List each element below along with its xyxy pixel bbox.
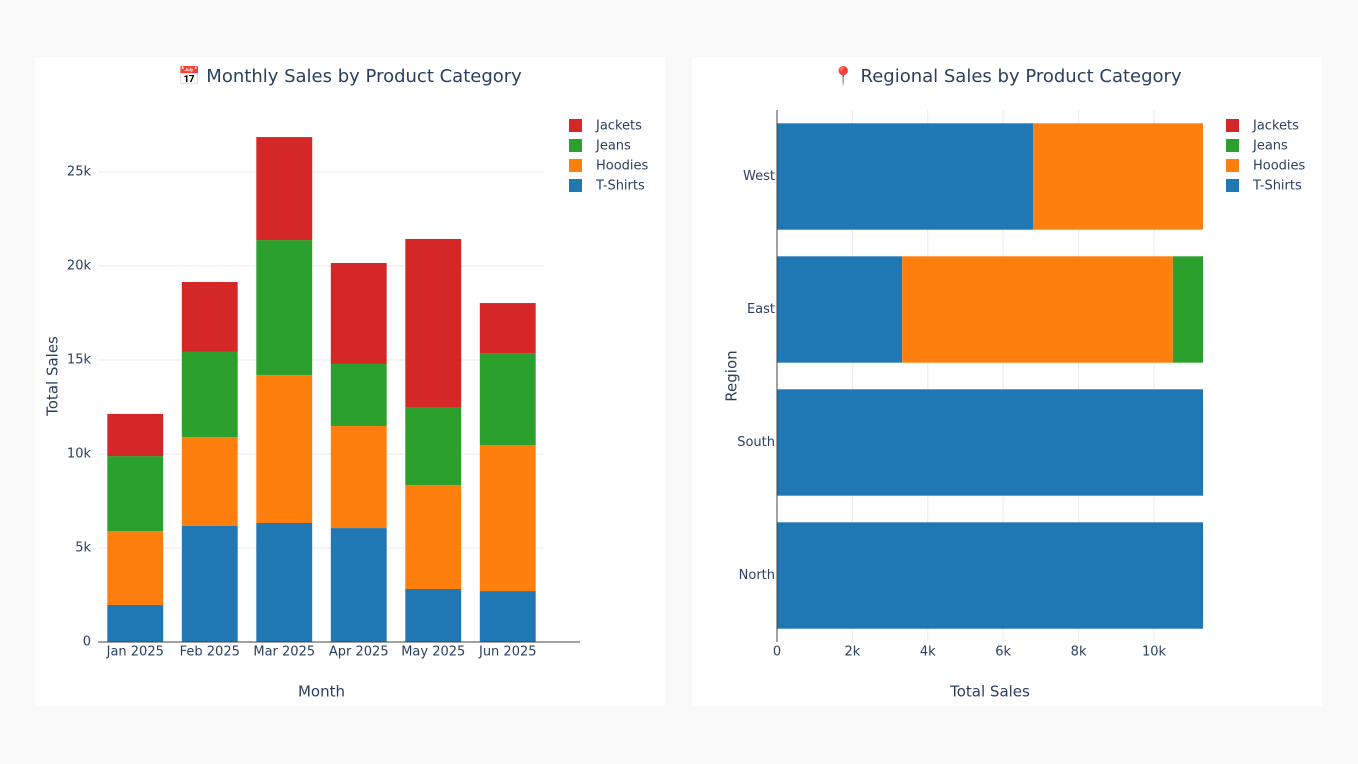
- y-tick-label: 5k: [75, 541, 91, 556]
- x-tick-label: 2k: [844, 645, 860, 660]
- y-tick-label: South: [737, 435, 775, 450]
- x-tick-label: 10k: [1142, 645, 1167, 660]
- legend-swatch: [569, 159, 582, 172]
- y-tick-label: 0: [83, 635, 91, 650]
- bar: [479, 353, 536, 445]
- bar: [181, 351, 238, 438]
- x-tick-label: Mar 2025: [253, 645, 315, 660]
- bar: [777, 123, 1033, 230]
- chart: 📍 Regional Sales by Product Category Tota…: [723, 65, 1306, 701]
- bar: [479, 444, 536, 592]
- bar: [777, 256, 903, 363]
- legend-label: T-Shirts: [1252, 179, 1302, 194]
- legend-label: Jeans: [1252, 139, 1288, 154]
- bar: [405, 485, 462, 589]
- x-tick-label: 4k: [920, 645, 936, 660]
- bar: [107, 456, 164, 532]
- chart-panel: 📍 Regional Sales by Product Category Tota…: [692, 57, 1322, 706]
- bar: [181, 437, 238, 527]
- y-tick-label: West: [743, 169, 775, 184]
- x-tick-label: 6k: [995, 645, 1011, 660]
- legend-label: Hoodies: [1253, 159, 1306, 174]
- bar: [479, 303, 536, 354]
- y-tick-label: 15k: [67, 353, 92, 368]
- bar: [107, 531, 164, 605]
- bar: [107, 413, 164, 457]
- x-tick-label: May 2025: [401, 645, 465, 660]
- x-axis-title: Month: [298, 683, 345, 701]
- y-tick-label: 10k: [67, 447, 92, 462]
- legend-swatch: [569, 139, 582, 152]
- bar: [107, 604, 164, 642]
- bar: [405, 407, 462, 486]
- bar: [181, 526, 238, 642]
- x-tick-label: 8k: [1071, 645, 1087, 660]
- bar: [1032, 123, 1203, 230]
- chart-title: 📍 Regional Sales by Product Category: [832, 65, 1182, 87]
- bar: [330, 363, 387, 427]
- legend-swatch: [569, 119, 582, 132]
- y-tick-label: 25k: [67, 165, 92, 180]
- bar: [405, 588, 462, 642]
- chart-panel: 📅 Monthly Sales by Product Category Month…: [35, 57, 665, 706]
- bar: [256, 240, 313, 376]
- x-tick-label: Feb 2025: [180, 645, 240, 660]
- bar: [256, 375, 313, 524]
- chart: 📅 Monthly Sales by Product Category Month…: [44, 65, 649, 701]
- x-tick-label: Apr 2025: [329, 645, 389, 660]
- legend-swatch: [1226, 179, 1239, 192]
- y-axis-title: Total Sales: [44, 336, 62, 417]
- legend-swatch: [1226, 159, 1239, 172]
- bar: [330, 263, 387, 364]
- bar: [479, 591, 536, 642]
- legend-label: Jeans: [595, 139, 631, 154]
- plot: [777, 123, 1203, 629]
- bar: [777, 389, 1203, 496]
- legend-label: Hoodies: [596, 159, 649, 174]
- legend-label: Jackets: [1252, 119, 1299, 134]
- bar: [1172, 256, 1203, 363]
- plot: [107, 137, 536, 642]
- legend-label: T-Shirts: [595, 179, 645, 194]
- legend-swatch: [1226, 139, 1239, 152]
- bar: [405, 238, 462, 408]
- legend-swatch: [1226, 119, 1239, 132]
- y-tick-label: 20k: [67, 259, 92, 274]
- bar: [256, 523, 313, 642]
- x-tick-label: Jan 2025: [106, 645, 164, 660]
- bar: [330, 528, 387, 642]
- x-axis-title: Total Sales: [949, 683, 1030, 701]
- y-axis-title: Region: [723, 350, 741, 401]
- bar: [777, 522, 1203, 629]
- x-tick-label: Jun 2025: [478, 645, 537, 660]
- chart-title: 📅 Monthly Sales by Product Category: [178, 65, 522, 87]
- y-tick-label: East: [747, 302, 775, 317]
- bar: [330, 426, 387, 529]
- bar: [181, 282, 238, 352]
- legend-swatch: [569, 179, 582, 192]
- bar: [256, 137, 313, 241]
- x-tick-label: 0: [773, 645, 781, 660]
- bar: [902, 256, 1173, 363]
- y-tick-label: North: [739, 568, 775, 583]
- legend-label: Jackets: [595, 119, 642, 134]
